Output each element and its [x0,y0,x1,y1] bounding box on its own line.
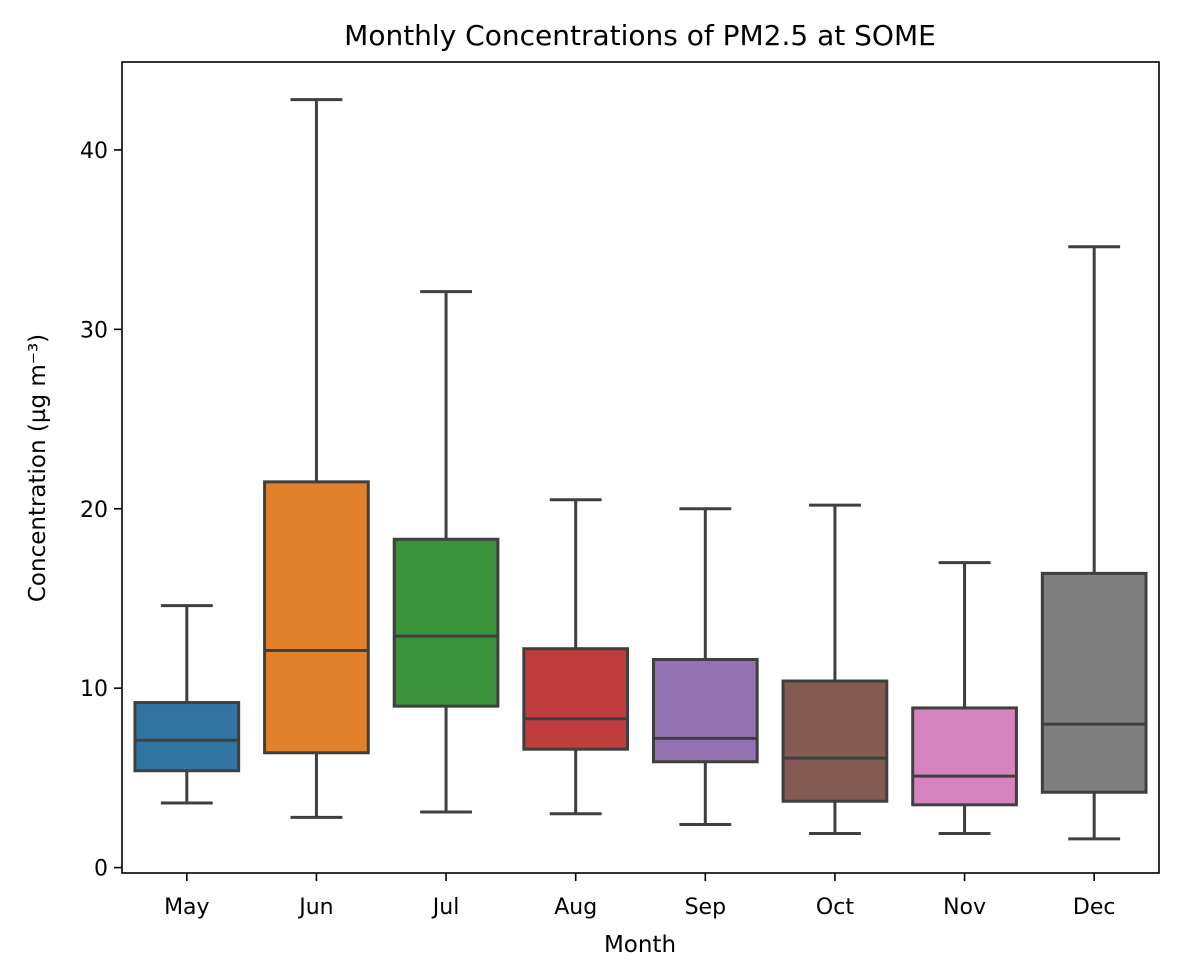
x-tick-label: Oct [816,895,854,920]
y-tick-label: 40 [80,139,108,164]
box-jun [263,98,370,819]
x-tick-label: May [164,895,209,920]
box-iqr [651,657,759,764]
x-tick-label: Aug [554,895,597,920]
box-iqr [1040,571,1148,794]
y-axis-label: Concentration (µg m⁻³) [25,334,51,602]
box-iqr [263,480,370,755]
x-axis-label: Month [604,932,676,958]
box-oct [781,503,889,836]
y-tick-label: 0 [94,857,108,882]
box-iqr [392,537,500,708]
y-tick-label: 20 [80,498,108,523]
y-tick-label: 30 [80,318,108,343]
box-sep [651,507,759,827]
x-axis: May Jun Jul Aug Sep Oct Nov Dec [164,873,1115,920]
x-tick-label: Sep [685,895,726,920]
y-tick-label: 10 [80,677,108,702]
plot-frame [121,61,1160,874]
chart-title: Monthly Concentrations of PM2.5 at SOME [344,19,936,52]
box-aug [522,498,630,816]
box-nov [911,561,1018,836]
x-tick-label: Dec [1073,895,1116,920]
x-tick-label: Jul [431,895,460,920]
box-jul [392,290,500,814]
y-axis: 0 10 20 30 40 [80,139,122,882]
box-iqr [522,647,630,751]
x-tick-label: Nov [943,895,986,920]
box-iqr [133,701,241,773]
box-iqr [781,679,889,803]
box-may [133,604,241,805]
box-dec [1040,245,1148,841]
x-tick-label: Jun [297,895,333,920]
box-iqr [911,706,1018,807]
plot-area [133,98,1148,841]
